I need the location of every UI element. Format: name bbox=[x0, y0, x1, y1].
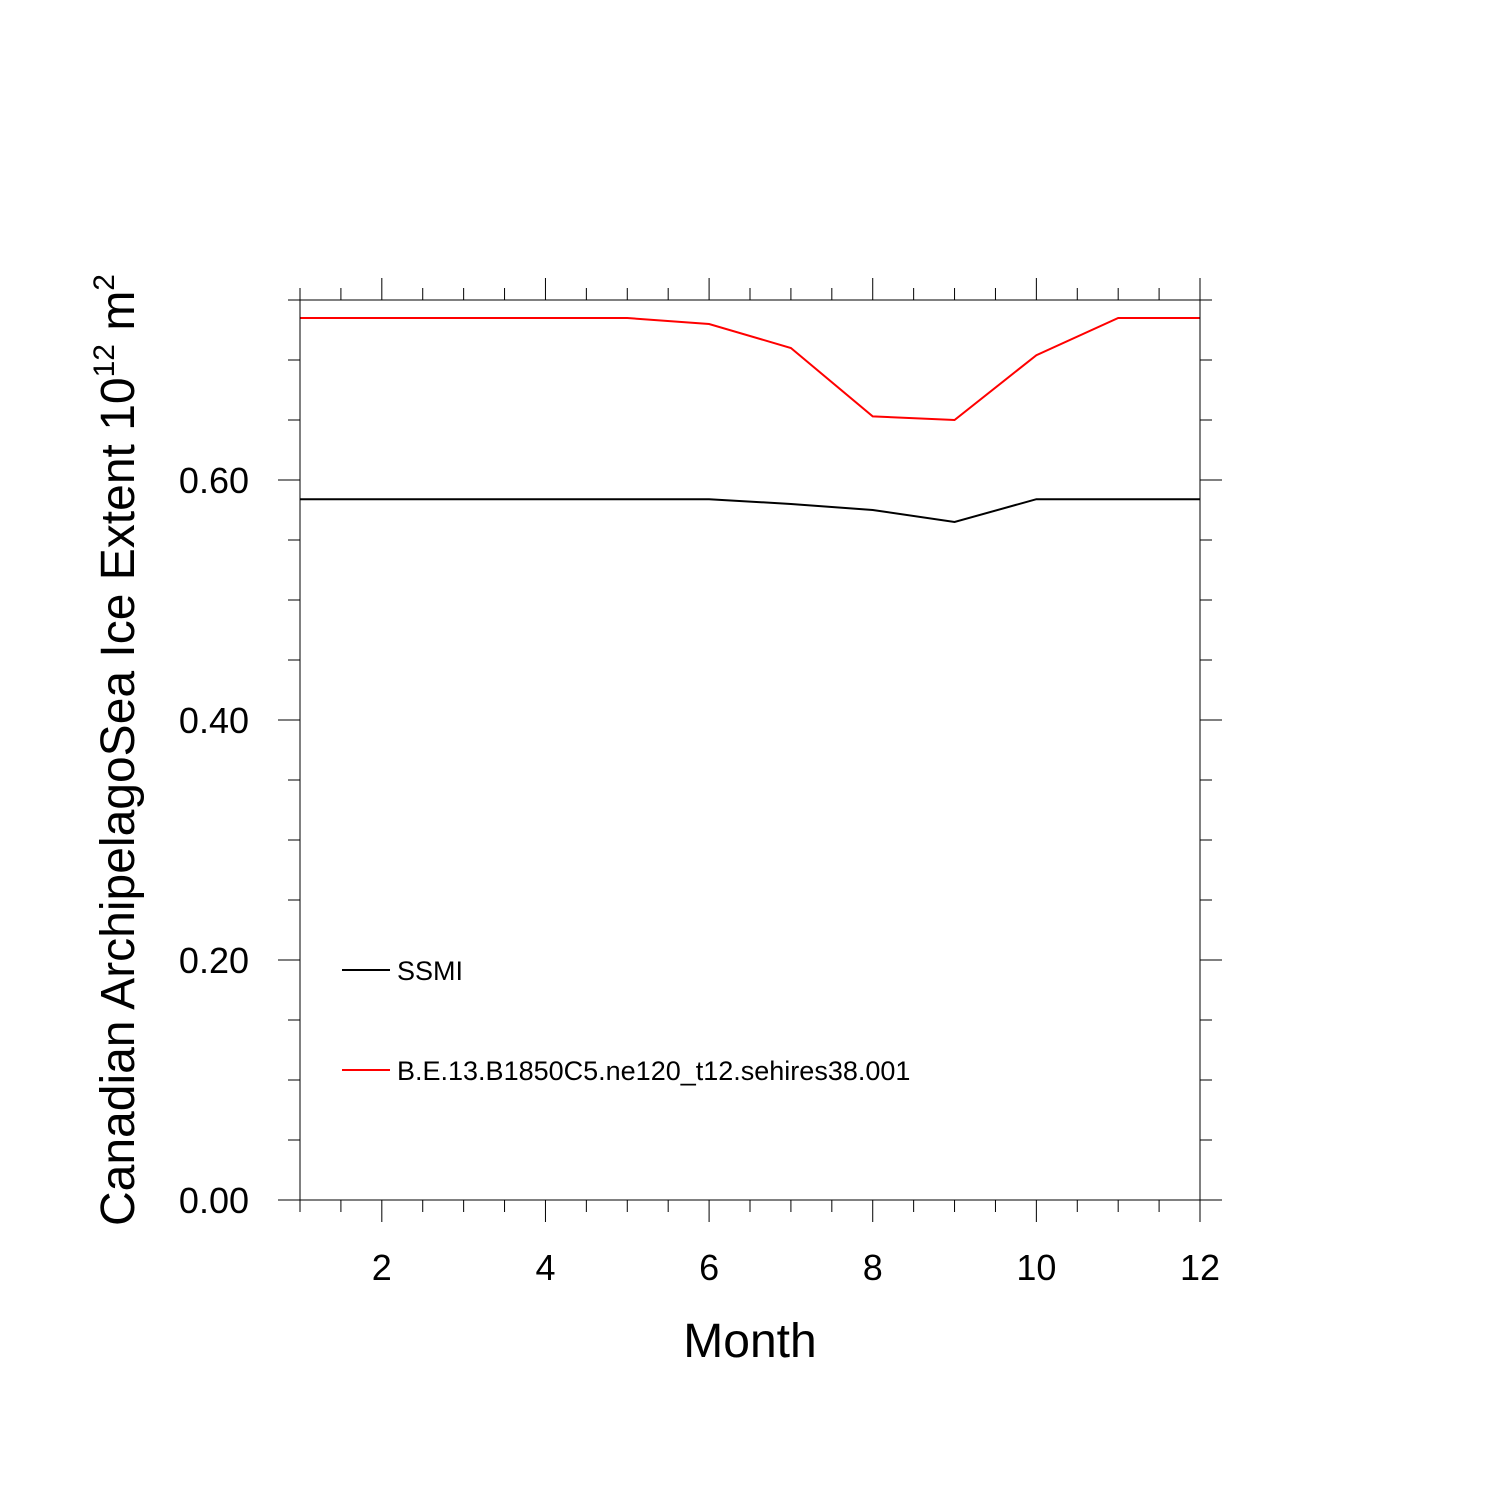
y-tick-label: 0.60 bbox=[179, 460, 249, 501]
tick-labels-layer: 2 4 6 8 10 12 0.00 0.20 0.40 0.60 bbox=[179, 460, 1220, 1288]
series-line-2 bbox=[300, 317, 1200, 422]
x-tick-label: 8 bbox=[863, 1247, 883, 1288]
legend-label-1: SSMI bbox=[397, 956, 463, 986]
y-tick-label: 0.40 bbox=[179, 700, 249, 741]
series-line-1 bbox=[300, 498, 1200, 524]
x-tick-label: 10 bbox=[1016, 1247, 1056, 1288]
y-axis-label-text: Canadian ArchipelagoSea Ice Extent 10 bbox=[92, 377, 145, 1226]
x-axis-label: Month bbox=[683, 1315, 816, 1368]
x-tick-label: 12 bbox=[1180, 1247, 1220, 1288]
legend: SSMI B.E.13.B1850C5.ne120_t12.sehires38.0… bbox=[342, 956, 910, 1086]
x-tick-label: 6 bbox=[699, 1247, 719, 1288]
y-axis-label-exponent: 12 bbox=[88, 344, 121, 377]
x-tick-label: 2 bbox=[372, 1247, 392, 1288]
y-axis-label-unit-exponent: 2 bbox=[88, 274, 121, 291]
plot-frame bbox=[299, 299, 1201, 1201]
y-axis-label: Canadian ArchipelagoSea Ice Extent 1012 … bbox=[88, 274, 145, 1226]
legend-label-2: B.E.13.B1850C5.ne120_t12.sehires38.001 bbox=[397, 1056, 910, 1086]
x-tick-label: 4 bbox=[535, 1247, 555, 1288]
ticks-layer bbox=[278, 278, 1222, 1222]
y-axis-label-unit: m bbox=[92, 291, 145, 344]
y-tick-label: 0.20 bbox=[179, 940, 249, 981]
y-tick-label: 0.00 bbox=[179, 1180, 249, 1221]
series-layer bbox=[300, 317, 1200, 524]
